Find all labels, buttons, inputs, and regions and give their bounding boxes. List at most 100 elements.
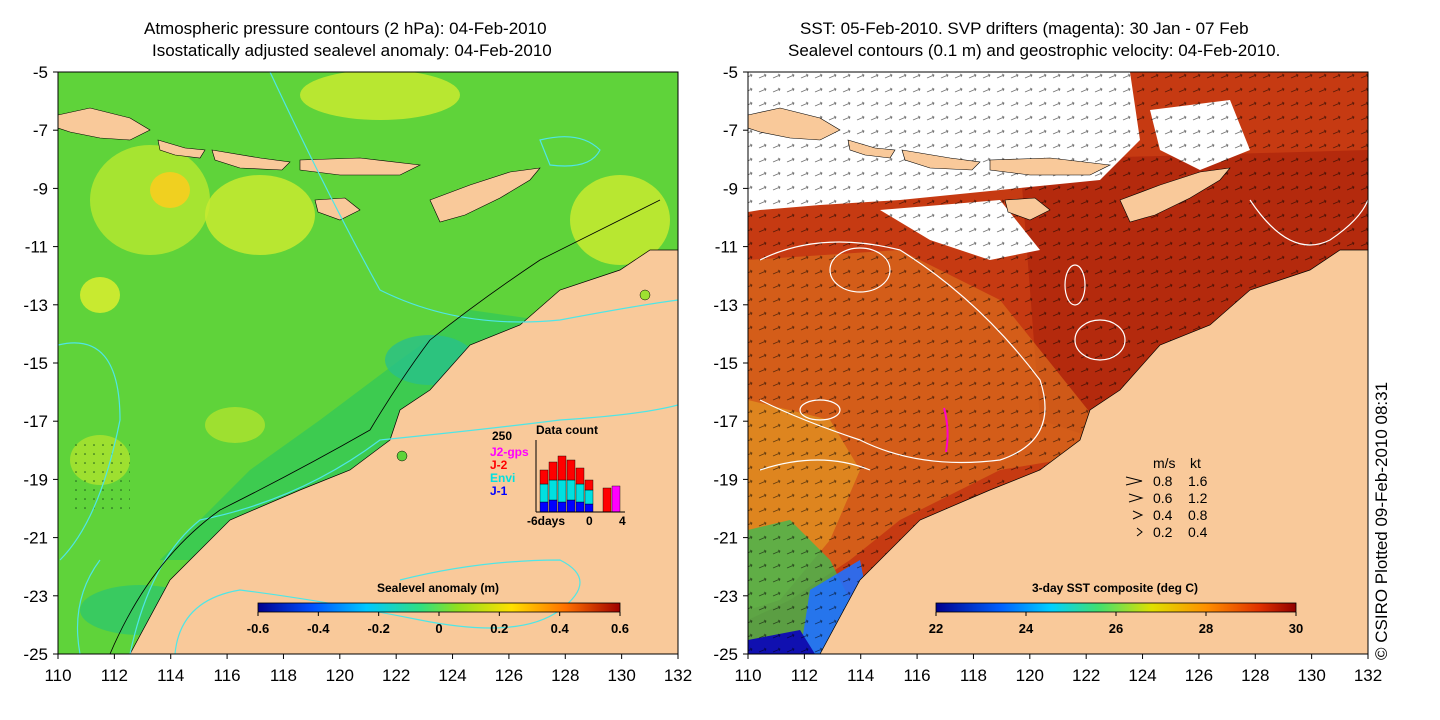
sealevel-contour [1064, 264, 1086, 306]
left-ytick-label: -13 [23, 296, 48, 315]
sealevel-contour [799, 399, 841, 421]
velocity-legend-ms-header: m/s [1153, 455, 1176, 471]
right-ytick-label: -23 [713, 587, 738, 606]
left-ytick-label: -11 [25, 238, 48, 257]
data-count-bar [539, 501, 549, 513]
tide-gauge-marker [396, 450, 408, 462]
right-colorbar-tick-label: 26 [1109, 621, 1123, 636]
left-ytick-label: -15 [23, 354, 48, 373]
data-count-max: 250 [492, 429, 512, 443]
left-xtick-label: 116 [214, 666, 241, 685]
data-count-bar [548, 499, 558, 513]
velocity-legend: m/s kt 0.8 1.60.6 1.20.4 0.80.2 0.4 [1125, 455, 1208, 540]
island-bali [847, 139, 896, 159]
sealevel-contour [1249, 199, 1368, 246]
right-xtick-label: 130 [1297, 666, 1325, 685]
data-count-legend-entry: J2-gps [490, 445, 529, 459]
sla-patch [90, 145, 210, 255]
right-xtick-label: 118 [960, 666, 987, 685]
island-timor [429, 167, 541, 223]
pressure-contour [58, 342, 121, 561]
right-colorbar-tick-label: 30 [1289, 621, 1303, 636]
island-java [58, 107, 151, 141]
right-xtick-label: 122 [1072, 666, 1100, 685]
data-count-legend-entry: J-2 [490, 458, 508, 472]
left-xtick-label: 120 [326, 666, 354, 685]
left-colorbar-tick-label: 0.2 [490, 621, 508, 636]
island-flores [989, 157, 1112, 176]
left-xtick-label: 110 [44, 666, 71, 685]
island-java [748, 107, 841, 141]
right-ytick-label: -17 [713, 412, 738, 431]
right-ytick-label: -11 [715, 238, 738, 257]
sealevel-contour [759, 459, 871, 471]
velocity-legend-arrow [1125, 476, 1143, 486]
left-xtick-label: 128 [551, 666, 579, 685]
left-ytick-label: -9 [33, 179, 48, 198]
right-xtick-label: 112 [791, 666, 818, 685]
right-colorbar: 3-day SST composite (deg C) 22 24 26 28 30 [929, 581, 1303, 636]
left-colorbar-tick-label: 0.6 [611, 621, 629, 636]
data-count-legend-entry: Envi [490, 471, 515, 485]
data-count-bar [557, 501, 567, 513]
left-xtick-label: 112 [101, 666, 128, 685]
left-ytick-label: -17 [23, 412, 48, 431]
right-xtick-label: 132 [1354, 666, 1382, 685]
bathymetry-contour [109, 199, 661, 654]
pressure-contour [129, 404, 678, 654]
velocity-legend-kt: 1.2 [1188, 490, 1208, 506]
data-count-legend-entry: J-1 [490, 484, 508, 498]
left-xtick-label: 132 [664, 666, 692, 685]
left-xtick-label: 114 [157, 666, 184, 685]
right-xtick-label: 116 [904, 666, 931, 685]
velocity-legend-ms: 0.8 [1153, 473, 1173, 489]
sla-patch [205, 175, 315, 255]
right-xtick-label: 128 [1241, 666, 1269, 685]
left-colorbar-tick-label: -0.4 [307, 621, 330, 636]
right-colorbar-label: 3-day SST composite (deg C) [1032, 581, 1198, 595]
data-count-bar [566, 479, 576, 501]
left-axes: 110 112 114 116 118 120 122 124 126 128 130 132 -5 -7… [23, 63, 692, 685]
left-ytick-label: -25 [23, 645, 48, 664]
velocity-legend-rows: 0.8 1.60.6 1.20.4 0.80.2 0.4 [1125, 473, 1208, 540]
land-australia [819, 249, 1368, 654]
island-bali [157, 139, 206, 159]
velocity-legend-arrow [1132, 510, 1144, 520]
data-count-bar [557, 455, 567, 481]
left-ytick-label: -7 [33, 121, 48, 140]
left-colorbar-label: Sealevel anomaly (m) [377, 581, 499, 595]
left-colorbar-tick-label: 0.4 [551, 621, 570, 636]
velocity-legend-kt: 1.6 [1188, 473, 1208, 489]
right-ytick-label: -15 [713, 354, 738, 373]
data-count-bar [602, 487, 612, 513]
sla-patch [80, 277, 120, 313]
data-count-title: Data count [536, 423, 598, 437]
island-sumba [1004, 197, 1051, 221]
left-ytick-label: -21 [23, 529, 48, 548]
right-xtick-label: 126 [1185, 666, 1213, 685]
sealevel-contour [759, 241, 1046, 464]
left-colorbar-tick-label: -0.6 [247, 621, 269, 636]
island-lombok-sumbawa [901, 149, 981, 171]
data-count-bar [611, 485, 621, 513]
left-xtick-label: 130 [607, 666, 635, 685]
data-count-bar [575, 501, 585, 513]
velocity-legend-kt: 0.8 [1188, 507, 1208, 523]
velocity-legend-arrow [1128, 493, 1144, 503]
left-xtick-label: 118 [270, 666, 297, 685]
velocity-legend-ms: 0.4 [1153, 507, 1173, 523]
sealevel-contour [1074, 319, 1126, 361]
left-title-line1: Atmospheric pressure contours (2 hPa): 0… [144, 19, 547, 38]
data-count-bar [575, 483, 585, 503]
left-xtick-label: 124 [438, 666, 466, 685]
pressure-contour [539, 136, 601, 167]
data-count-bar [539, 469, 549, 485]
left-colorbar: Sealevel anomaly (m) -0.6 -0.4 -0.2 0 0.2 0.4… [247, 581, 629, 636]
left-colorbar-bar [257, 602, 621, 613]
right-xtick-label: 110 [734, 666, 761, 685]
sla-patch [150, 172, 190, 208]
data-count-bar [575, 467, 585, 485]
